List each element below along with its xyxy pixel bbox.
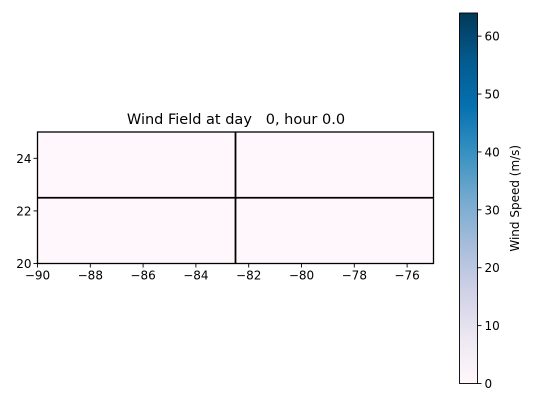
x-tick-label: −90 <box>25 269 50 283</box>
x-tick-label: −80 <box>289 269 314 283</box>
colorbar: 0 10 20 30 40 50 60 Wind Speed (m/s) <box>459 12 522 391</box>
gridlines <box>37 132 434 264</box>
colorbar-tick-label: 0 <box>485 377 493 391</box>
y-tick-label: 20 <box>16 257 31 271</box>
colorbar-label: Wind Speed (m/s) <box>508 145 522 252</box>
x-axis-ticks: −90 −88 −86 −84 −82 −80 −78 −76 <box>25 263 420 283</box>
colorbar-tick-label: 20 <box>485 261 500 275</box>
colorbar-tick-label: 40 <box>485 145 500 159</box>
x-tick-label: −86 <box>130 269 155 283</box>
plot-frame <box>36 131 435 265</box>
x-tick-label: −84 <box>183 269 208 283</box>
colorbar-tick-label: 50 <box>485 88 500 102</box>
y-tick-label: 22 <box>16 204 31 218</box>
colorbar-ticks: 0 10 20 30 40 50 60 <box>477 30 500 391</box>
x-tick-label: −88 <box>78 269 103 283</box>
x-tick-label: −82 <box>236 269 261 283</box>
colorbar-tick-label: 60 <box>485 30 500 44</box>
colorbar-tick-label: 10 <box>485 319 500 333</box>
colorbar-gradient <box>459 12 478 384</box>
colorbar-tick-label: 30 <box>485 203 500 217</box>
x-tick-label: −78 <box>342 269 367 283</box>
y-tick-label: 24 <box>16 152 31 166</box>
map-plot-area: −90 −88 −86 −84 −82 −80 −78 −76 20 22 24 <box>16 131 435 283</box>
chart-title: Wind Field at day 0, hour 0.0 <box>127 112 345 128</box>
x-tick-label: −76 <box>394 269 419 283</box>
y-axis-ticks: 20 22 24 <box>16 152 38 271</box>
